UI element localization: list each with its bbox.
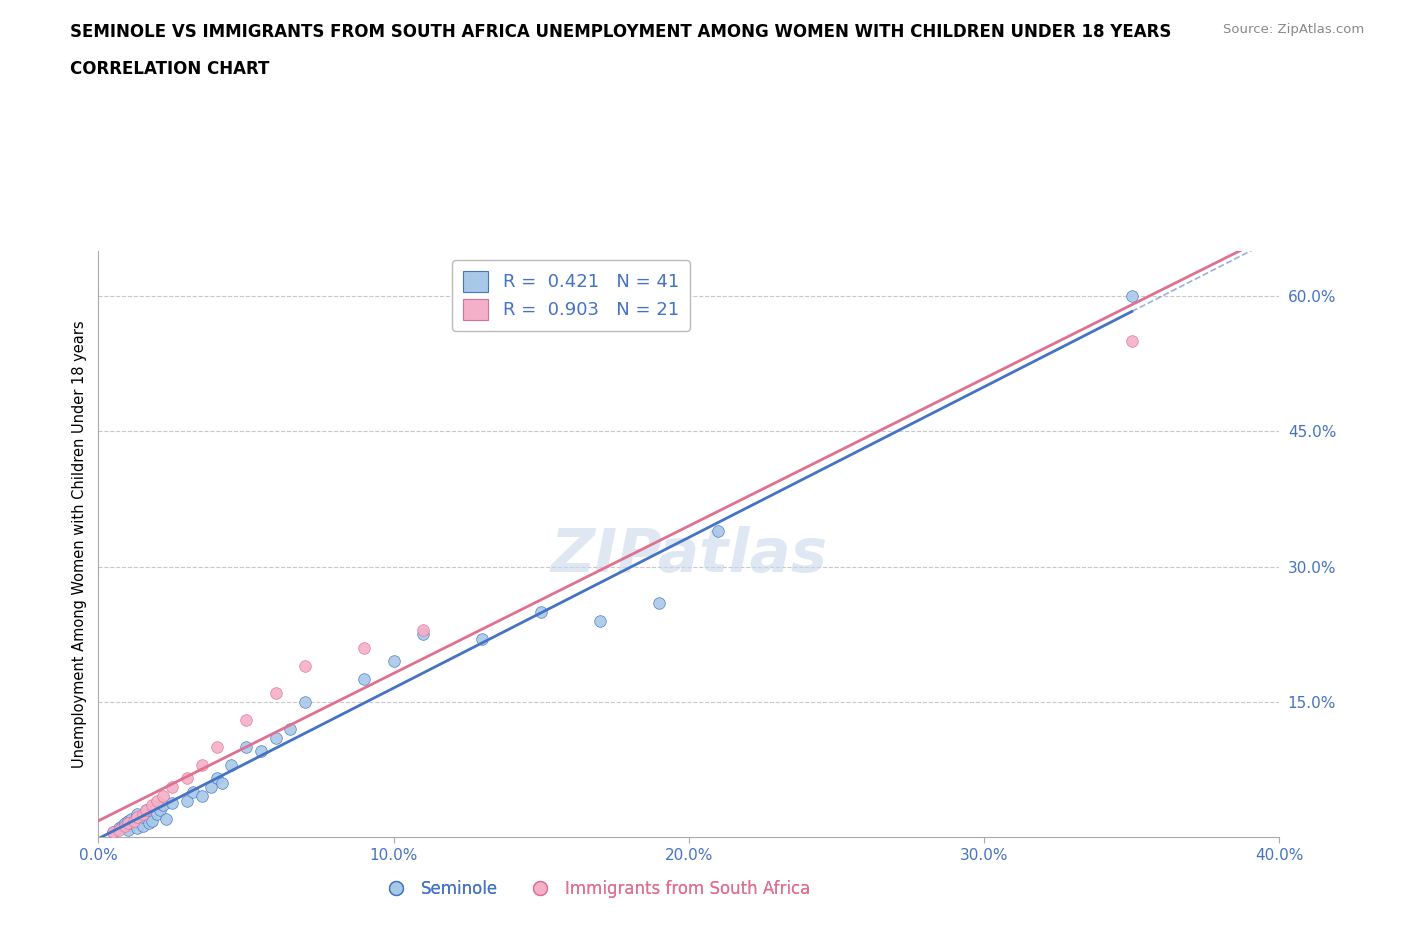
Point (1121, 288, 1143, 303)
Point (264, 730, 287, 745)
Text: ZIPatlas: ZIPatlas (550, 526, 828, 585)
Point (294, 658, 316, 673)
Point (278, 722, 302, 737)
Point (125, 810, 148, 825)
Point (211, 776, 233, 790)
Point (135, 803, 157, 817)
Point (141, 814, 163, 829)
Point (200, 780, 222, 795)
Point (135, 803, 157, 817)
Point (707, 523, 730, 538)
Legend: Seminole, Immigrants from South Africa: Seminole, Immigrants from South Africa (373, 873, 817, 905)
Point (149, 803, 172, 817)
Text: CORRELATION CHART: CORRELATION CHART (70, 60, 270, 78)
Point (117, 822, 139, 837)
Point (235, 712, 257, 727)
Point (181, 785, 204, 800)
Point (152, 789, 174, 804)
Point (205, 771, 228, 786)
Point (114, 816, 136, 830)
Point (205, 739, 228, 754)
Point (146, 807, 169, 822)
Point (122, 816, 145, 830)
Point (108, 822, 131, 837)
Point (191, 789, 214, 804)
Point (125, 820, 148, 835)
Point (235, 739, 257, 754)
Point (152, 798, 174, 813)
Point (294, 695, 316, 710)
Point (103, 825, 125, 840)
Text: Source: ZipAtlas.com: Source: ZipAtlas.com (1223, 23, 1364, 36)
Text: SEMINOLE VS IMMIGRANTS FROM SOUTH AFRICA UNEMPLOYMENT AMONG WOMEN WITH CHILDREN : SEMINOLE VS IMMIGRANTS FROM SOUTH AFRICA… (70, 23, 1171, 41)
Point (122, 814, 145, 829)
Point (1121, 334, 1143, 349)
Point (219, 757, 242, 772)
Point (125, 807, 148, 822)
Point (141, 798, 163, 813)
Point (103, 825, 125, 840)
Point (132, 807, 155, 822)
Point (176, 793, 198, 808)
Point (132, 810, 155, 825)
Point (176, 771, 198, 786)
Point (162, 780, 183, 795)
Point (471, 631, 494, 646)
Point (120, 812, 142, 827)
Point (382, 654, 405, 669)
Point (412, 627, 434, 642)
Point (353, 671, 375, 686)
Point (146, 793, 169, 808)
Point (117, 814, 139, 829)
Point (191, 757, 214, 772)
Point (353, 640, 375, 655)
Y-axis label: Unemployment Among Women with Children Under 18 years: Unemployment Among Women with Children U… (72, 320, 87, 768)
Point (132, 818, 155, 833)
Point (114, 818, 136, 833)
Point (250, 744, 273, 759)
Point (412, 622, 434, 637)
Point (111, 818, 134, 833)
Point (648, 595, 671, 610)
Point (162, 795, 183, 810)
Point (530, 604, 553, 619)
Point (138, 816, 160, 830)
Point (108, 820, 131, 835)
Point (117, 816, 139, 830)
Point (155, 812, 177, 827)
Point (589, 613, 612, 628)
Point (264, 685, 287, 700)
